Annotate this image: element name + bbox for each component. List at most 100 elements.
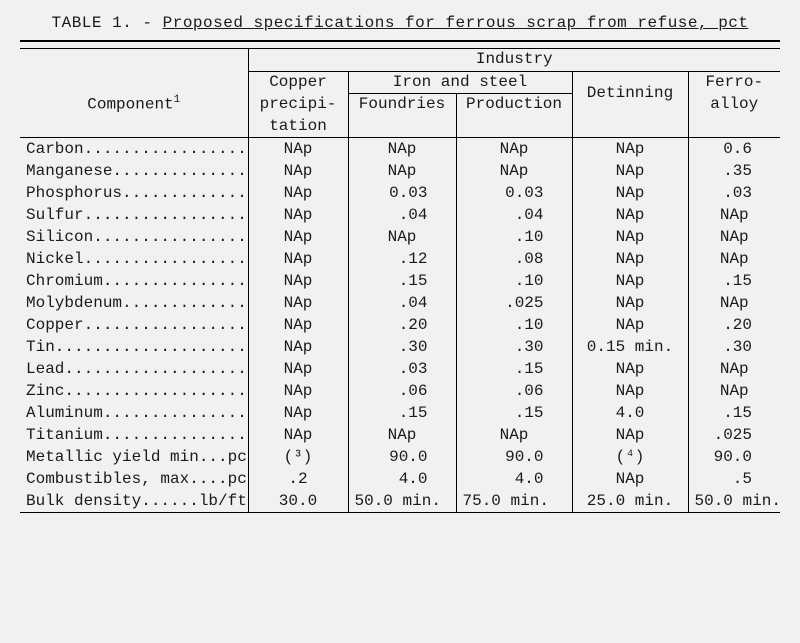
cell: NAp [348,424,456,446]
cell: .15 [348,270,456,292]
cell: NAp [248,160,348,182]
cell: NAp [348,226,456,248]
cell: .025 [456,292,572,314]
cell: .03 [688,182,780,204]
table-row: Titanium................NApNApNApNAp.025 [20,424,780,446]
row-label: Aluminum................ [20,402,248,424]
table-row: Carbon..................NApNApNApNAp0.6 [20,138,780,161]
cell: NAp [688,380,780,402]
col-header-iron-steel: Iron and steel [348,71,572,94]
table-row: Combustibles, max....pct...24.04.0NAp.5 [20,468,780,490]
cell: 25.0 min. [572,490,688,513]
cell: .30 [348,336,456,358]
cell: .15 [688,270,780,292]
cell: .15 [348,402,456,424]
table-caption: TABLE 1. - Proposed specifications for f… [20,14,780,32]
cell: 90.0 [348,446,456,468]
cell: .15 [688,402,780,424]
cell: NAp [248,424,348,446]
cell: 75.0 min. [456,490,572,513]
cell: .20 [688,314,780,336]
cell: NAp [248,204,348,226]
cell: 30.0 [248,490,348,513]
row-label: Phosphorus.............. [20,182,248,204]
cell: NAp [572,358,688,380]
table-row: Manganese...............NApNApNApNAp.35 [20,160,780,182]
row-label: Nickel.................. [20,248,248,270]
col-header-component: Component1 [20,49,248,116]
cell: .10 [456,270,572,292]
table-row: Molybdenum..............NAp.04.025NApNAp [20,292,780,314]
cell: NAp [572,226,688,248]
cell: .20 [348,314,456,336]
row-label: Carbon.................. [20,138,248,161]
cell: 4.0 [456,468,572,490]
cell: .15 [456,402,572,424]
col-header-detinning: Detinning [572,71,688,116]
cell: NAp [248,270,348,292]
cell: NAp [348,138,456,161]
cell: NAp [248,138,348,161]
table-row: Metallic yield min...pct..(³)90.090.0(⁴)… [20,446,780,468]
table-row: Chromium................NAp.15.10NAp.15 [20,270,780,292]
table-head: Component1 Industry Copper Iron and stee… [20,41,780,138]
cell: 4.0 [348,468,456,490]
row-label: Manganese............... [20,160,248,182]
table-row: Nickel..................NAp.12.08NApNAp [20,248,780,270]
cell: .06 [348,380,456,402]
row-label: Combustibles, max....pct.. [20,468,248,490]
cell: NAp [572,204,688,226]
cell: NAp [572,160,688,182]
cell: NAp [688,226,780,248]
cell: NAp [572,292,688,314]
table-row: Aluminum................NAp.15.154.0.15 [20,402,780,424]
cell: NAp [456,160,572,182]
cell: 0.03 [456,182,572,204]
cell: 50.0 min. [688,490,780,513]
cell: .06 [456,380,572,402]
cell: NAp [456,424,572,446]
cell: NAp [248,336,348,358]
cell: .35 [688,160,780,182]
cell: .025 [688,424,780,446]
cell: NAp [248,314,348,336]
cell: NAp [688,292,780,314]
col-header-ferro-l1: Ferro- [688,71,780,94]
table-row: Lead....................NAp.03.15NApNAp [20,358,780,380]
row-label: Chromium................ [20,270,248,292]
row-label: Bulk density......lb/ft³.. [20,490,248,513]
row-label: Sulfur.................. [20,204,248,226]
col-header-copper-l1: Copper [248,71,348,94]
cell: (³) [248,446,348,468]
spec-table: Component1 Industry Copper Iron and stee… [20,40,780,513]
cell: .04 [348,292,456,314]
row-label: Copper.................. [20,314,248,336]
cell: NAp [688,204,780,226]
cell: NAp [348,160,456,182]
cell: .12 [348,248,456,270]
row-label: Zinc.................... [20,380,248,402]
cell: NAp [572,380,688,402]
cell: 90.0 [688,446,780,468]
cell: NAp [248,248,348,270]
table-row: Phosphorus..............NAp0.030.03NAp.0… [20,182,780,204]
cell: NAp [248,292,348,314]
col-header-ferro-l2: alloy [688,94,780,116]
cell: NAp [688,358,780,380]
col-header-copper-l2: precipi- [248,94,348,116]
cell: 4.0 [572,402,688,424]
col-header-production: Production [456,94,572,116]
cell: .03 [348,358,456,380]
cell: 90.0 [456,446,572,468]
cell: .2 [248,468,348,490]
row-label: Molybdenum.............. [20,292,248,314]
table-row: Sulfur..................NAp.04.04NApNAp [20,204,780,226]
cell: .10 [456,226,572,248]
caption-prefix: TABLE 1. - [51,14,162,32]
col-header-foundries: Foundries [348,94,456,116]
cell: .30 [688,336,780,358]
table-row: Tin.....................NAp.30.300.15 mi… [20,336,780,358]
col-header-copper-l3: tation [248,116,348,138]
cell: 0.15 min. [572,336,688,358]
cell: NAp [572,424,688,446]
